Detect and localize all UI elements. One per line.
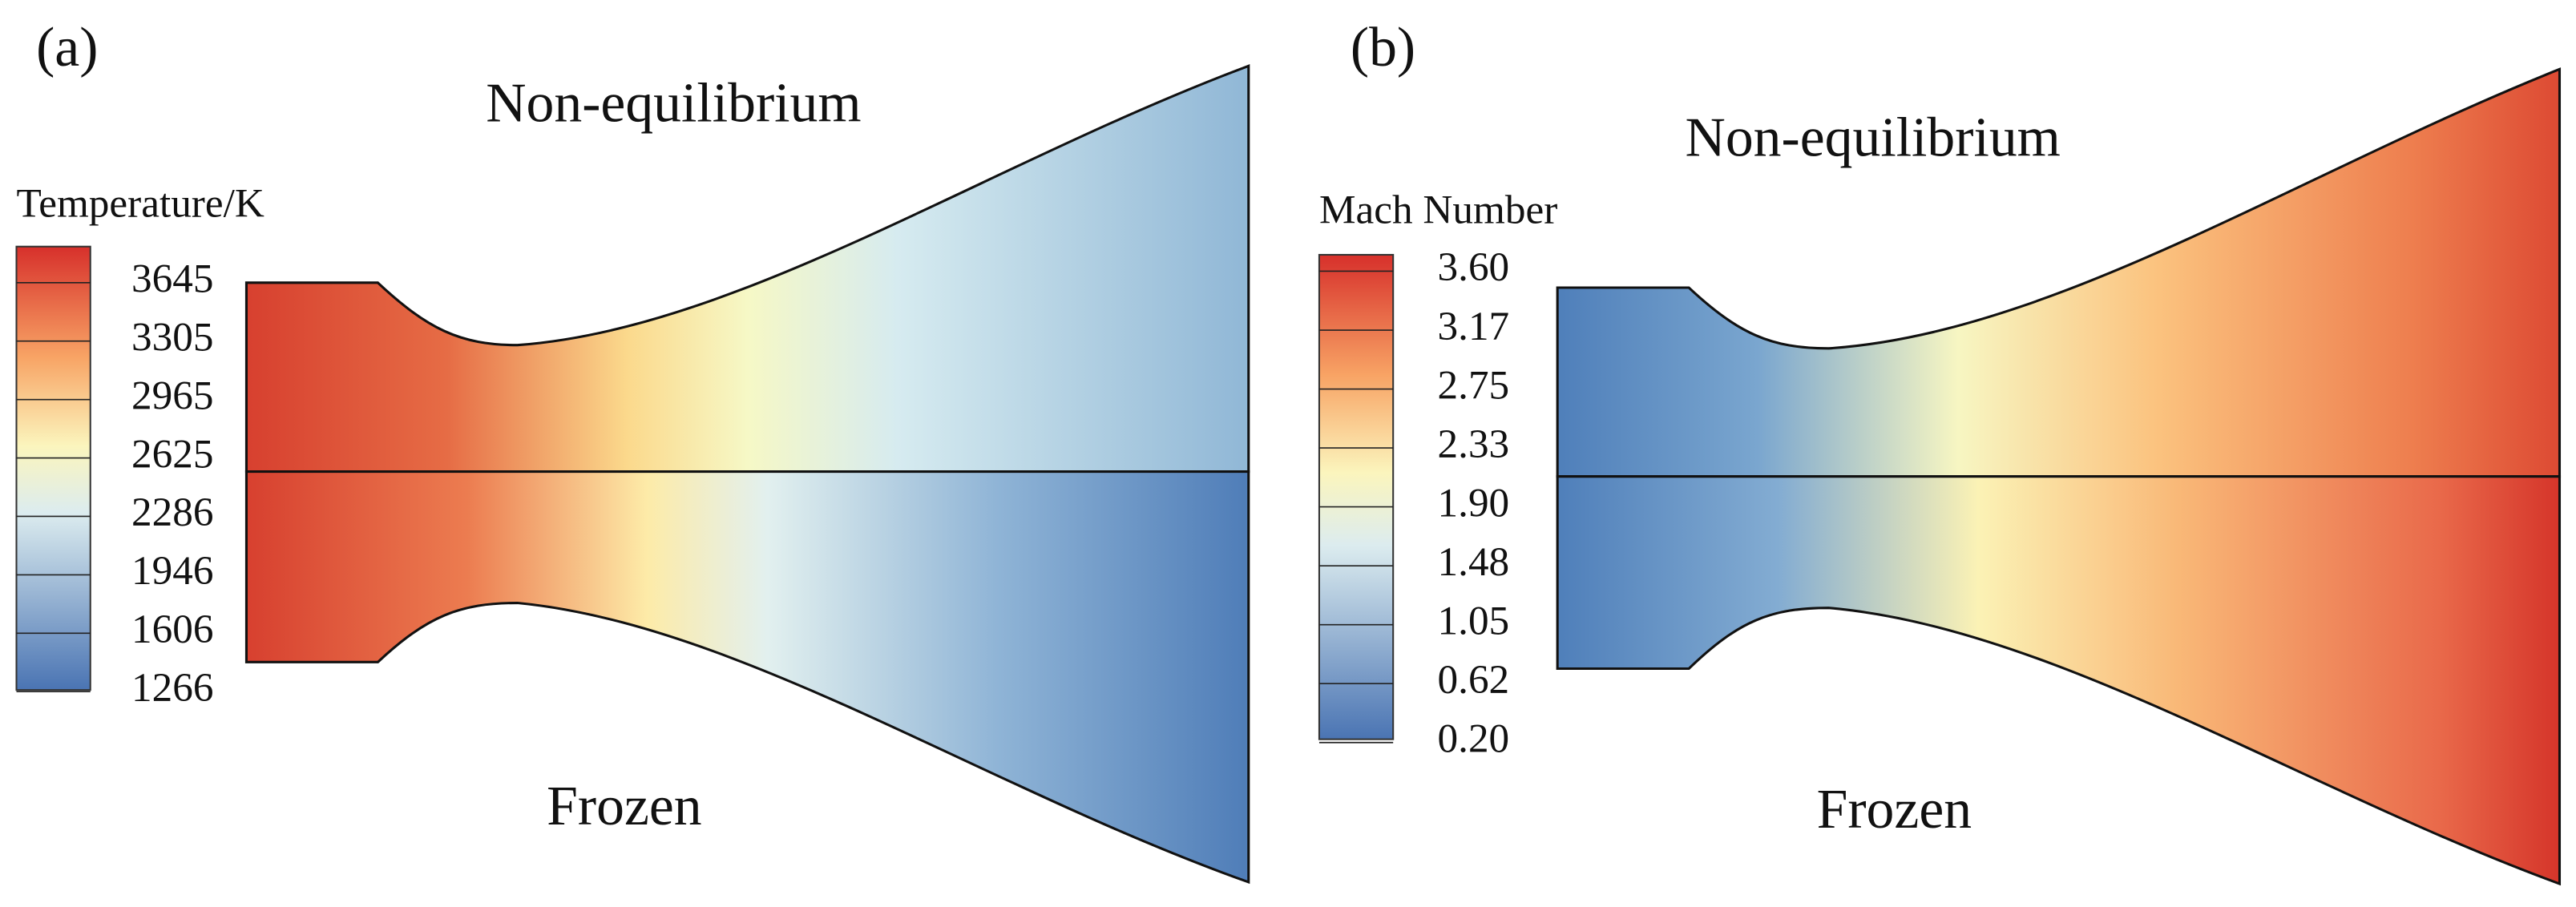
colorbar	[15, 245, 91, 691]
colorbar-tick-label: 3645	[131, 256, 213, 302]
bottom-label: Frozen	[547, 776, 702, 837]
colorbar-tick-label: 0.20	[1438, 716, 1510, 762]
colorbar-title: Mach Number	[1319, 187, 1557, 233]
colorbar-tick-label: 1946	[131, 548, 213, 594]
colorbar	[1318, 253, 1395, 740]
nozzle-top	[1556, 67, 2562, 478]
colorbar-tick-label: 1266	[131, 665, 213, 711]
colorbar-tick-label: 2625	[131, 431, 213, 477]
nozzle-bottom	[244, 470, 1250, 885]
colorbar-tick-label: 3.17	[1438, 304, 1510, 349]
nozzle-bottom	[1556, 475, 2562, 886]
panel-label: (b)	[1351, 17, 1415, 79]
top-label: Non-equilibrium	[486, 73, 861, 135]
panel-label: (a)	[36, 17, 98, 79]
top-label: Non-equilibrium	[1686, 107, 2061, 169]
colorbar-tick-label: 1.48	[1438, 539, 1510, 585]
colorbar-tick-label: 0.62	[1438, 657, 1510, 703]
colorbar-tick-label: 3.60	[1438, 244, 1510, 290]
bottom-label: Frozen	[1817, 779, 1972, 840]
colorbar-tick-label: 2965	[131, 373, 213, 418]
colorbar-tick-label: 2.75	[1438, 362, 1510, 408]
colorbar-tick-label: 2286	[131, 490, 213, 535]
colorbar-title: Temperature/K	[16, 180, 264, 226]
colorbar-tick-label: 1.90	[1438, 480, 1510, 526]
nozzle-top	[244, 64, 1250, 474]
colorbar-tick-label: 3305	[131, 315, 213, 361]
colorbar-tick-label: 1606	[131, 607, 213, 652]
colorbar-tick-label: 2.33	[1438, 421, 1510, 467]
colorbar-tick-label: 1.05	[1438, 598, 1510, 643]
